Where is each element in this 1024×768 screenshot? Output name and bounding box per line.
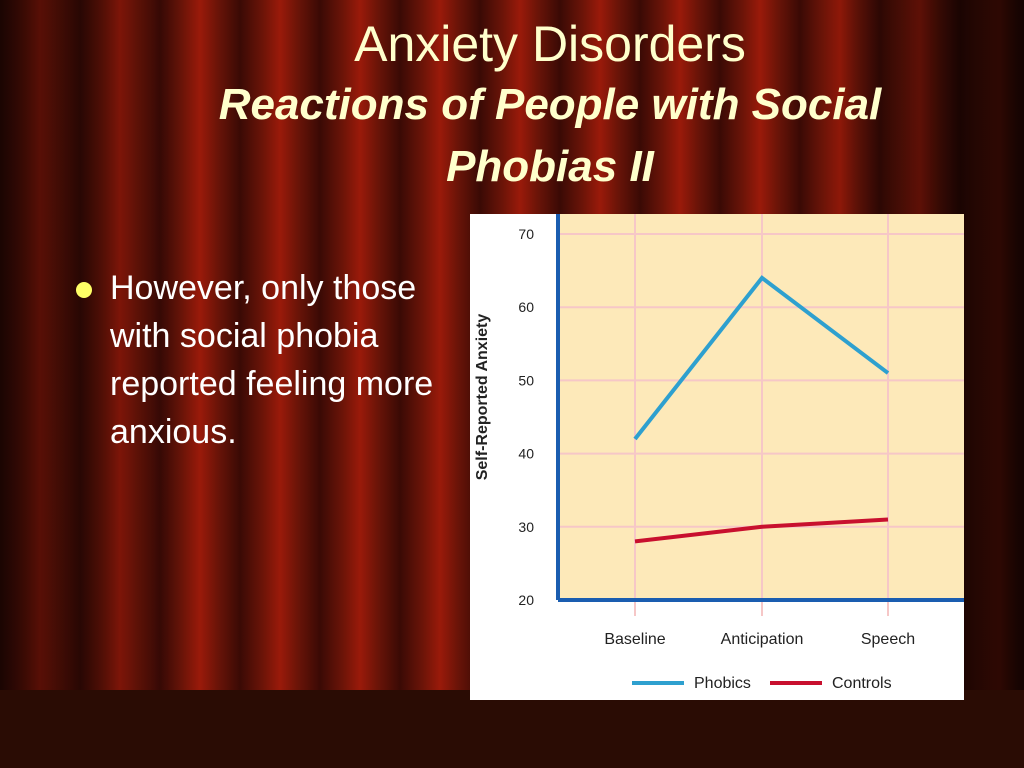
- legend-label: Phobics: [694, 675, 751, 692]
- x-tick-label: Anticipation: [721, 631, 804, 648]
- stage-floor: [0, 690, 1024, 768]
- y-tick-label: 40: [518, 446, 534, 462]
- series-line-controls: [634, 517, 889, 544]
- y-tick-label: 70: [518, 226, 534, 242]
- bullet-dot-icon: [76, 282, 92, 298]
- page-title: Anxiety Disorders: [354, 16, 746, 72]
- y-tick-label: 20: [518, 592, 534, 608]
- x-tick-label: Baseline: [604, 631, 665, 648]
- y-tick-label: 30: [518, 519, 534, 535]
- y-axis-label: Self-Reported Anxiety: [474, 314, 491, 481]
- bullet-text: However, only those with social phobia r…: [110, 269, 434, 451]
- page-subtitle-line1: Reactions of People with Social: [218, 80, 882, 129]
- x-tick-label: Speech: [861, 631, 915, 648]
- bullet-list: However, only those with social phobia r…: [70, 264, 450, 456]
- page-subtitle-line2: Phobias II: [446, 142, 654, 191]
- chart-panel: 20 30 40 50 60 70 Baseline Anticipation Speech Se…: [470, 214, 964, 700]
- y-tick-label: 60: [518, 299, 534, 315]
- y-tick-label: 50: [518, 372, 534, 388]
- legend-label: Controls: [832, 675, 892, 692]
- title-block: Anxiety Disorders Reactions of People wi…: [100, 14, 1000, 198]
- line-chart: 20 30 40 50 60 70 Baseline Anticipation Speech Se…: [474, 214, 964, 692]
- series-line-phobics: [633, 275, 890, 441]
